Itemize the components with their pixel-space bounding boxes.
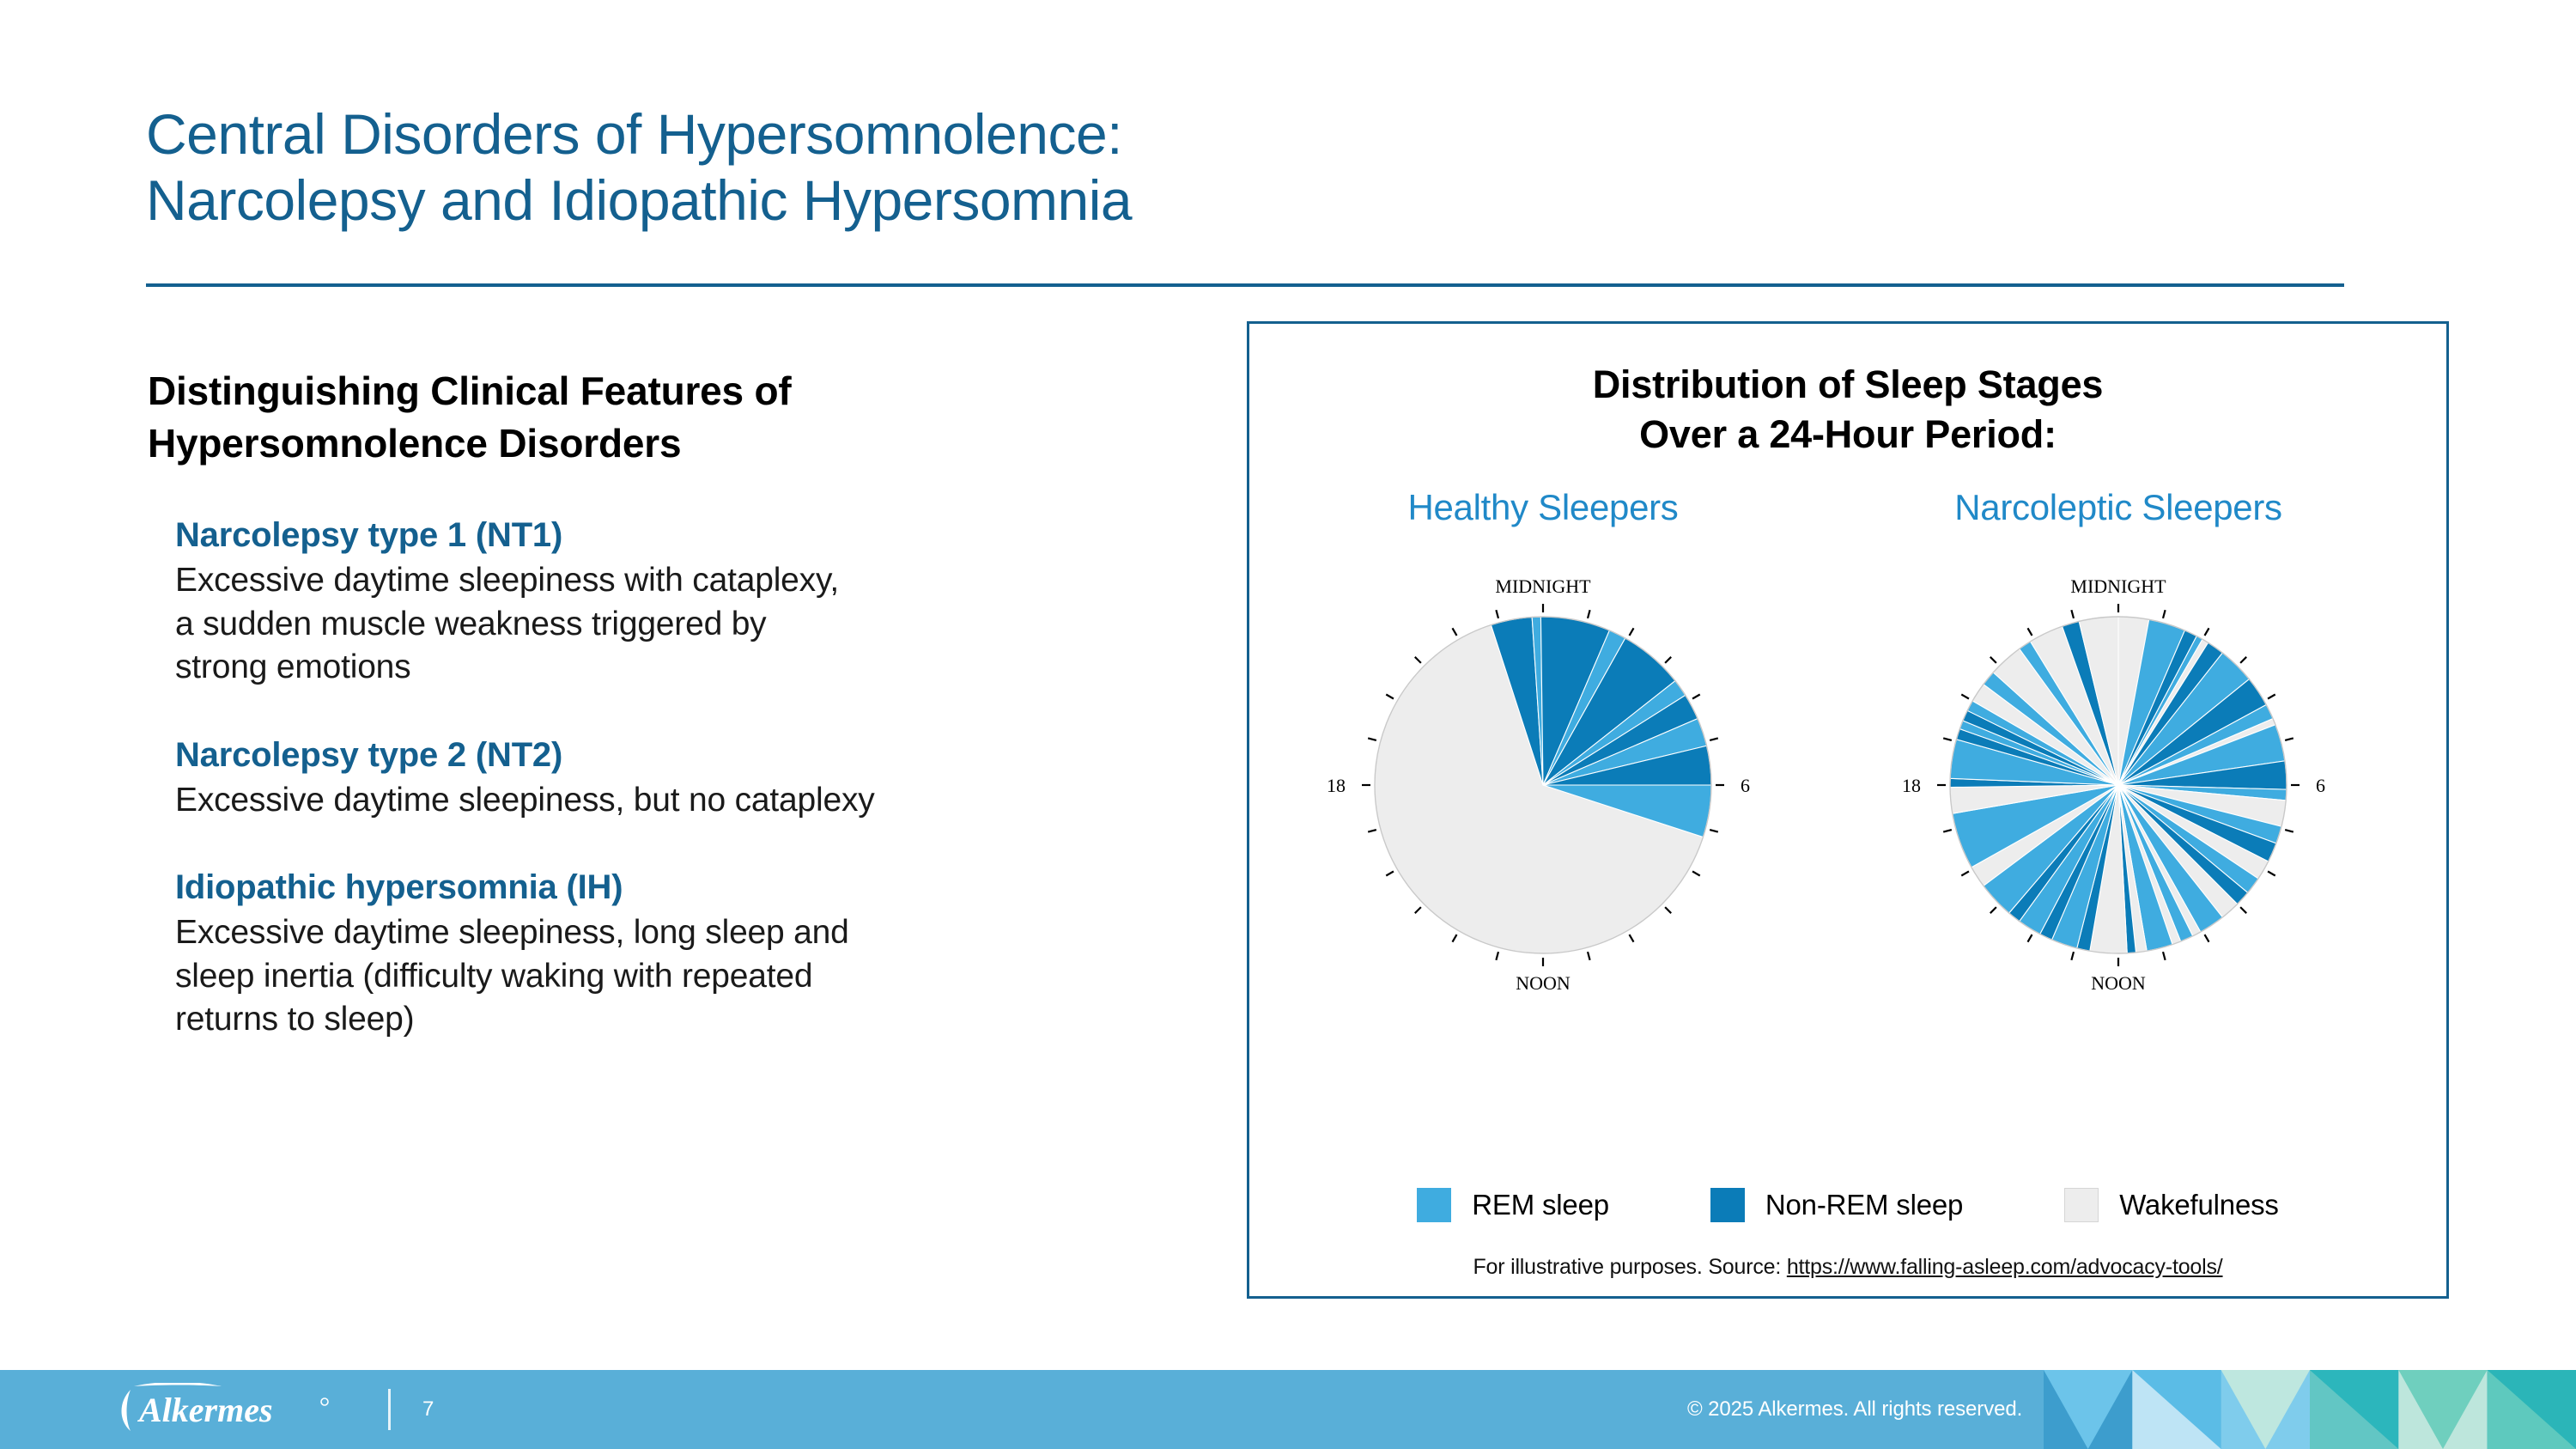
- page-title: Central Disorders of Hypersomnolence: Na…: [146, 102, 1133, 232]
- legend-item-non-rem: Non-REM sleep: [1710, 1188, 1963, 1222]
- healthy-clock-svg-holder: MIDNIGHT NOON 6 18: [1268, 533, 1818, 1014]
- disorder-name-nt2: Narcolepsy type 2 (NT2): [175, 736, 563, 774]
- healthy-sleepers-chart: Healthy Sleepers MIDNIGHT NOON 6 18: [1268, 487, 1818, 1014]
- chart-panel-title: Distribution of Sleep Stages Over a 24-H…: [1592, 362, 2104, 456]
- footer-divider: [388, 1389, 391, 1430]
- title-underline-rule: [146, 283, 2344, 287]
- disorder-block-nt2: Narcolepsy type 2 (NT2) Excessive daytim…: [175, 734, 1161, 822]
- narcoleptic-sleepers-chart: Narcoleptic Sleepers MIDNIGHT NOON 6 18: [1844, 487, 2393, 1014]
- clock-charts-row: Healthy Sleepers MIDNIGHT NOON 6 18 Narcole…: [1249, 487, 2446, 1072]
- legend-swatch-wakefulness-icon: [2064, 1188, 2099, 1222]
- svg-text:6: 6: [2316, 775, 2325, 796]
- svg-text:18: 18: [1327, 775, 1346, 796]
- svg-text:NOON: NOON: [1516, 972, 1571, 994]
- disorder-name-ih: Idiopathic hypersomnia (IH): [175, 868, 623, 907]
- legend-label-non-rem: Non-REM sleep: [1765, 1189, 1964, 1221]
- healthy-sleepers-caption: Healthy Sleepers: [1407, 487, 1679, 528]
- disorder-name-nt1: Narcolepsy type 1 (NT1): [175, 516, 563, 555]
- alkermes-logo: Alkermes: [121, 1383, 329, 1431]
- disorder-description-nt1: Excessive daytime sleepiness with catapl…: [175, 561, 839, 686]
- svg-text:MIDNIGHT: MIDNIGHT: [2070, 575, 2166, 597]
- svg-text:18: 18: [1902, 775, 1921, 796]
- legend-swatch-rem-icon: [1417, 1188, 1452, 1222]
- narcoleptic-sleepers-caption: Narcoleptic Sleepers: [1954, 487, 2282, 528]
- source-link[interactable]: https://www.falling-asleep.com/advocacy-…: [1786, 1255, 2223, 1279]
- features-heading: Distinguishing Clinical Features of Hype…: [148, 368, 792, 466]
- source-note: For illustrative purposes. Source: https…: [1249, 1255, 2446, 1280]
- clinical-features-column: Distinguishing Clinical Features of Hype…: [148, 365, 1161, 1042]
- copyright-text: © 2025 Alkermes. All rights reserved.: [1687, 1397, 2023, 1421]
- source-note-prefix: For illustrative purposes. Source:: [1473, 1255, 1787, 1279]
- legend-item-rem: REM sleep: [1417, 1188, 1609, 1222]
- svg-text:Alkermes: Alkermes: [137, 1391, 273, 1429]
- legend-label-wakefulness: Wakefulness: [2119, 1189, 2279, 1221]
- chart-legend: REM sleep Non-REM sleep Wakefulness: [1249, 1188, 2446, 1222]
- narcoleptic-clock-svg-holder: MIDNIGHT NOON 6 18: [1844, 533, 2393, 1014]
- svg-text:NOON: NOON: [2091, 972, 2146, 994]
- legend-swatch-non-rem-icon: [1710, 1188, 1745, 1222]
- svg-text:MIDNIGHT: MIDNIGHT: [1495, 575, 1591, 597]
- page-number: 7: [422, 1397, 434, 1421]
- disorder-description-ih: Excessive daytime sleepiness, long sleep…: [175, 913, 849, 1038]
- legend-item-wakefulness: Wakefulness: [2064, 1188, 2279, 1222]
- legend-label-rem: REM sleep: [1472, 1189, 1609, 1221]
- disorder-block-ih: Idiopathic hypersomnia (IH) Excessive da…: [175, 867, 1161, 1042]
- svg-text:6: 6: [1741, 775, 1750, 796]
- footer-triangle-pattern: [2044, 1370, 2576, 1449]
- disorder-block-nt1: Narcolepsy type 1 (NT1) Excessive daytim…: [175, 514, 1161, 690]
- sleep-stage-chart-panel: Distribution of Sleep Stages Over a 24-H…: [1247, 321, 2449, 1299]
- slide-footer: Alkermes 7 © 2025 Alkermes. All rights r…: [0, 1370, 2576, 1449]
- disorder-description-nt2: Excessive daytime sleepiness, but no cat…: [175, 781, 875, 819]
